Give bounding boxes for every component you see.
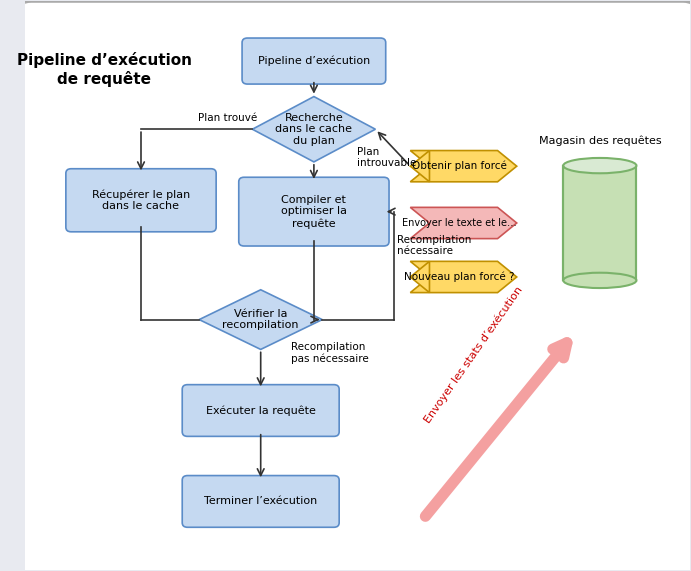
Ellipse shape bbox=[563, 273, 636, 288]
Text: Terminer l’exécution: Terminer l’exécution bbox=[204, 496, 317, 506]
Polygon shape bbox=[199, 289, 322, 349]
Text: Exécuter la requête: Exécuter la requête bbox=[206, 405, 316, 416]
Text: Recompilation
nécessaire: Recompilation nécessaire bbox=[397, 235, 471, 256]
FancyBboxPatch shape bbox=[66, 168, 216, 232]
Text: Envoyer le texte et le…: Envoyer le texte et le… bbox=[402, 218, 517, 228]
Ellipse shape bbox=[563, 158, 636, 173]
Text: Recherche
dans le cache
du plan: Recherche dans le cache du plan bbox=[276, 112, 352, 146]
Text: Magasin des requêtes: Magasin des requêtes bbox=[538, 136, 661, 146]
Text: Pipeline d’exécution: Pipeline d’exécution bbox=[258, 56, 370, 66]
Bar bbox=[563, 166, 636, 280]
FancyBboxPatch shape bbox=[18, 1, 691, 571]
Text: Recompilation
pas nécessaire: Recompilation pas nécessaire bbox=[291, 342, 368, 364]
Text: Plan
introuvable: Plan introuvable bbox=[357, 147, 417, 168]
Text: Pipeline d’exécution
de requête: Pipeline d’exécution de requête bbox=[17, 53, 192, 87]
FancyBboxPatch shape bbox=[182, 476, 339, 527]
Text: Envoyer les stats d’exécution: Envoyer les stats d’exécution bbox=[422, 284, 524, 425]
Polygon shape bbox=[410, 207, 517, 239]
Text: Plan trouvé: Plan trouvé bbox=[198, 112, 257, 123]
Polygon shape bbox=[410, 262, 517, 292]
FancyBboxPatch shape bbox=[182, 385, 339, 436]
Text: Vérifier la
recompilation: Vérifier la recompilation bbox=[223, 309, 299, 331]
Text: Récupérer le plan
dans le cache: Récupérer le plan dans le cache bbox=[92, 189, 190, 211]
Text: Compiler et
optimiser la
requête: Compiler et optimiser la requête bbox=[281, 195, 347, 228]
Text: Obtenir plan forcé: Obtenir plan forcé bbox=[413, 161, 507, 171]
Text: Nouveau plan forcé ?: Nouveau plan forcé ? bbox=[404, 272, 515, 282]
FancyBboxPatch shape bbox=[242, 38, 386, 84]
Polygon shape bbox=[410, 151, 430, 182]
Polygon shape bbox=[252, 96, 375, 162]
Polygon shape bbox=[410, 262, 430, 292]
Polygon shape bbox=[410, 151, 517, 182]
FancyBboxPatch shape bbox=[239, 177, 389, 246]
